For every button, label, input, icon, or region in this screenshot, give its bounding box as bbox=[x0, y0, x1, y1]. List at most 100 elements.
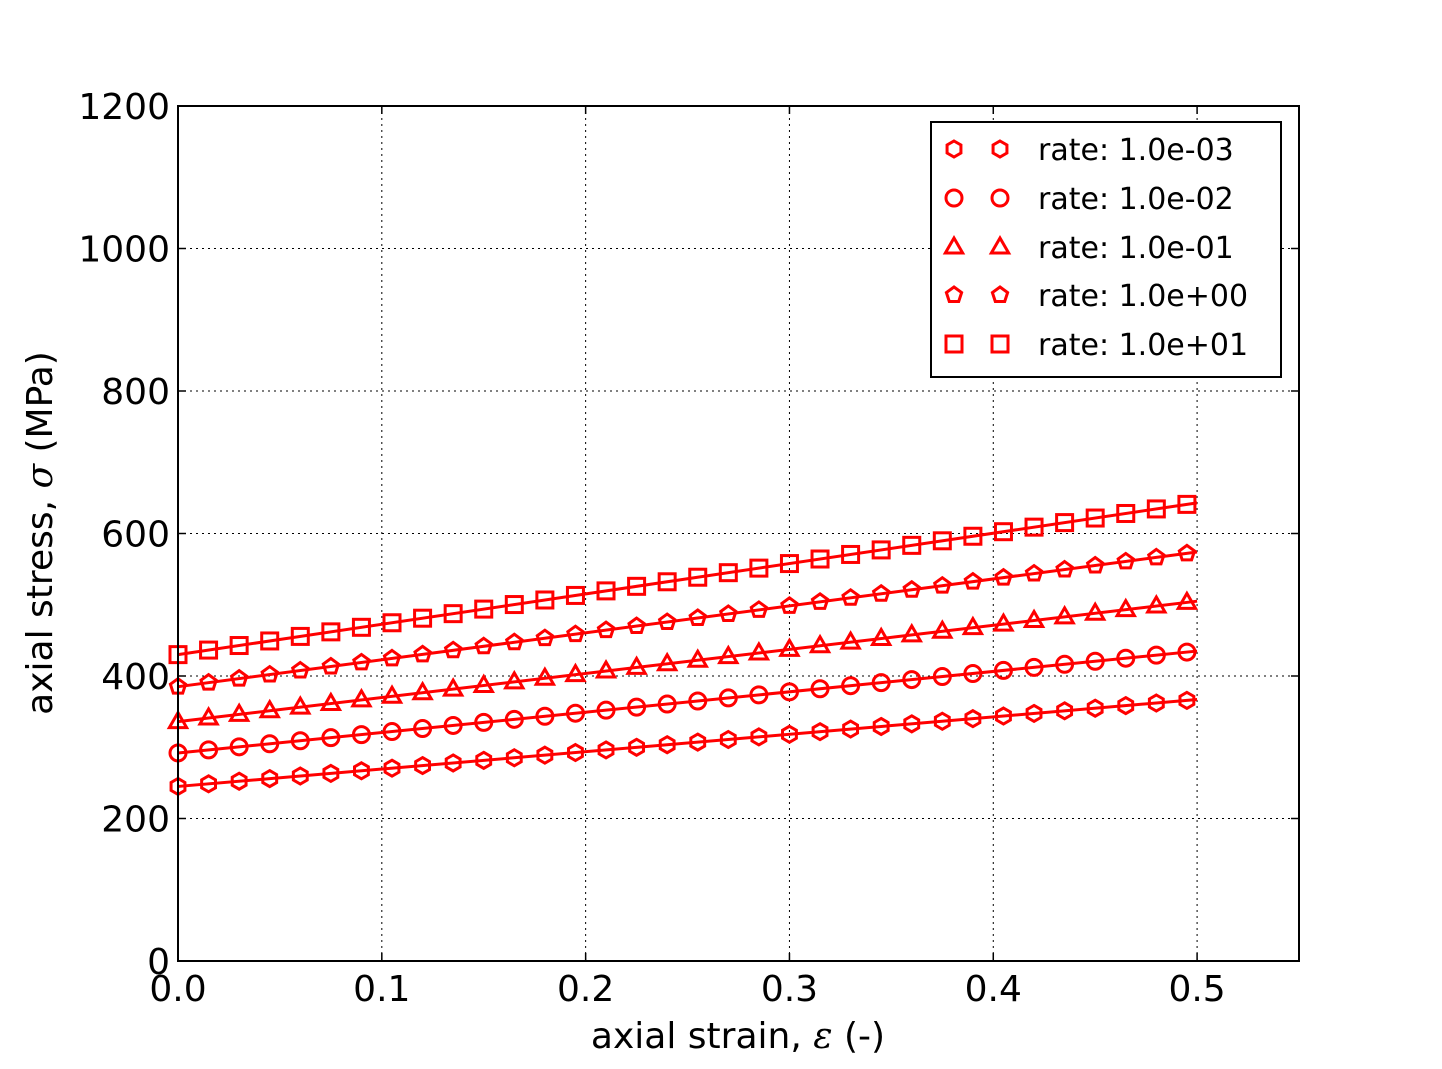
data-point bbox=[1145, 593, 1168, 614]
y-tick-label: 1200 bbox=[78, 87, 170, 128]
data-point bbox=[351, 725, 371, 745]
data-point bbox=[841, 587, 860, 606]
data-point bbox=[1175, 590, 1199, 610]
data-point bbox=[229, 668, 249, 687]
data-point bbox=[321, 622, 341, 642]
data-point bbox=[475, 750, 493, 771]
data-point bbox=[474, 712, 494, 732]
data-point bbox=[1085, 651, 1105, 671]
y-tick-label: 800 bbox=[101, 372, 170, 413]
data-point bbox=[686, 648, 709, 668]
data-point bbox=[749, 600, 769, 618]
data-point bbox=[932, 667, 952, 687]
series-2 bbox=[166, 590, 1199, 730]
data-point bbox=[321, 656, 341, 675]
data-point bbox=[382, 722, 402, 742]
data-point bbox=[260, 631, 280, 651]
data-point bbox=[319, 691, 343, 712]
data-point bbox=[750, 727, 768, 747]
data-point bbox=[1053, 604, 1076, 625]
data-point bbox=[780, 596, 799, 614]
data-point bbox=[443, 640, 463, 659]
data-point bbox=[261, 768, 279, 789]
legend-marker bbox=[945, 139, 963, 159]
data-point bbox=[443, 715, 463, 735]
data-point bbox=[260, 734, 280, 754]
data-point bbox=[350, 687, 373, 708]
data-point bbox=[260, 664, 280, 683]
data-point bbox=[1147, 693, 1165, 713]
data-point bbox=[291, 766, 309, 786]
data-point bbox=[596, 620, 616, 639]
legend-marker bbox=[991, 139, 1009, 159]
data-point bbox=[533, 666, 557, 686]
data-point bbox=[871, 673, 891, 693]
data-point bbox=[688, 567, 708, 587]
data-point bbox=[1116, 503, 1136, 523]
data-point bbox=[810, 549, 830, 569]
data-point bbox=[963, 526, 983, 546]
data-point bbox=[688, 608, 708, 626]
legend-marker bbox=[990, 285, 1010, 303]
x-tick-label: 0.4 bbox=[965, 969, 1022, 1010]
data-point bbox=[625, 655, 648, 675]
data-point bbox=[993, 660, 1013, 680]
data-point bbox=[199, 672, 218, 691]
data-point bbox=[657, 572, 677, 592]
y-tick-label: 600 bbox=[101, 515, 170, 556]
x-tick-label: 0.2 bbox=[557, 969, 614, 1010]
data-point bbox=[778, 637, 801, 657]
y-tick-label: 0 bbox=[147, 942, 170, 983]
data-point bbox=[535, 590, 555, 610]
data-point bbox=[258, 698, 281, 719]
data-point bbox=[779, 554, 799, 574]
data-point bbox=[472, 673, 495, 693]
x-tick-label: 0.1 bbox=[353, 969, 410, 1010]
data-point bbox=[594, 659, 618, 679]
series-3 bbox=[168, 543, 1198, 695]
data-point bbox=[596, 581, 616, 601]
legend-label-rate-1e-01: rate: 1.0e-01 bbox=[1038, 231, 1234, 266]
data-point bbox=[1024, 517, 1044, 537]
data-point bbox=[628, 737, 646, 758]
data-point bbox=[932, 531, 952, 551]
data-point bbox=[689, 732, 707, 752]
data-point bbox=[321, 728, 341, 748]
data-point bbox=[414, 755, 432, 776]
y-tick-label: 1000 bbox=[78, 230, 170, 271]
data-point bbox=[995, 706, 1012, 726]
data-point bbox=[781, 724, 798, 745]
data-point bbox=[535, 628, 555, 647]
data-point bbox=[1146, 645, 1166, 665]
x-axis-unit: (-) bbox=[833, 1016, 886, 1057]
data-point bbox=[931, 619, 954, 639]
data-point bbox=[961, 615, 985, 636]
data-point bbox=[871, 540, 891, 560]
data-point bbox=[229, 636, 249, 656]
data-point bbox=[839, 630, 862, 650]
data-point bbox=[841, 676, 861, 696]
data-point bbox=[718, 604, 738, 622]
data-point bbox=[688, 691, 708, 711]
data-point bbox=[380, 684, 404, 704]
data-point bbox=[535, 706, 555, 726]
legend-marker bbox=[990, 188, 1010, 208]
data-point bbox=[536, 745, 554, 765]
data-point bbox=[1055, 559, 1074, 578]
data-point bbox=[565, 703, 585, 723]
data-point bbox=[993, 522, 1013, 542]
legend-label-rate-1e+01: rate: 1.0e+01 bbox=[1038, 328, 1248, 363]
data-point bbox=[1177, 543, 1197, 562]
legend-label-rate-1e+00: rate: 1.0e+00 bbox=[1038, 279, 1248, 314]
data-point bbox=[627, 576, 647, 596]
data-point bbox=[1055, 513, 1075, 533]
legend-marker bbox=[990, 334, 1010, 354]
data-point bbox=[902, 670, 922, 690]
data-point bbox=[353, 761, 370, 781]
data-point bbox=[810, 591, 830, 610]
x-axis-label: axial strain, ε (-) bbox=[591, 1016, 885, 1057]
series-4 bbox=[168, 494, 1198, 665]
legend-label-rate-1e-03: rate: 1.0e-03 bbox=[1038, 133, 1234, 168]
y-axis-symbol: σ bbox=[20, 463, 61, 489]
data-point bbox=[1146, 499, 1166, 519]
